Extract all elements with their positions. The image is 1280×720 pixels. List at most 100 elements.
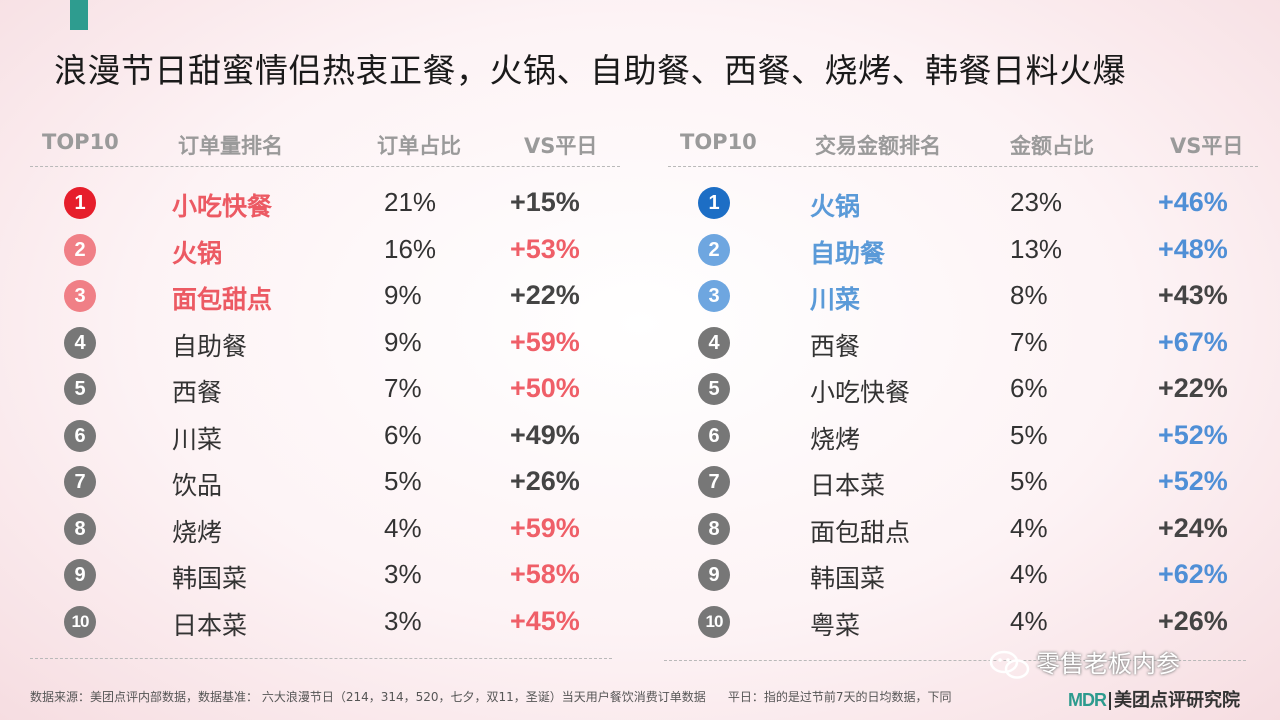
- header-vs: VS平日: [1170, 134, 1244, 158]
- category-name: 小吃快餐: [172, 192, 273, 221]
- footer-note: 数据来源：美团点评内部数据，数据基准： 六大浪漫节日（214，314，520，七…: [30, 688, 951, 705]
- table-header: TOP10 订单量排名 订单占比 VS平日: [30, 122, 620, 166]
- vs-weekday-value: +22%: [1158, 373, 1228, 403]
- rank-badge: 2: [698, 233, 730, 266]
- rank-badge: 5: [64, 373, 96, 405]
- vs-weekday-value: +49%: [510, 419, 580, 450]
- rank-badge: 1: [64, 187, 96, 219]
- amount-ranking-table: TOP10 交易金额排名 金额占比 VS平日 1 火锅 23% +46% 2 自助餐 13%…: [668, 122, 1258, 646]
- table-row: 1 小吃快餐 21% +15%: [30, 181, 620, 228]
- vs-weekday-value: +26%: [510, 466, 580, 496]
- table-row: 3 川菜 8% +43%: [668, 274, 1258, 321]
- rank-badge: 8: [698, 512, 730, 545]
- table-body: 1 火锅 23% +46% 2 自助餐 13% +48% 3 川菜 8% +43% 4 西餐 7% +67% 5…: [668, 167, 1258, 646]
- table-row: 1 火锅 23% +46%: [668, 181, 1258, 228]
- share-value: 4%: [1010, 559, 1048, 589]
- header-name: 订单量排名: [178, 134, 283, 158]
- vs-weekday-value: +48%: [1158, 233, 1228, 264]
- share-value: 4%: [1010, 605, 1048, 636]
- category-name: 火锅: [172, 238, 223, 268]
- share-value: 21%: [384, 187, 437, 217]
- vs-weekday-value: +53%: [510, 233, 580, 264]
- table-row: 4 自助餐 9% +59%: [30, 321, 620, 368]
- category-name: 饮品: [172, 471, 223, 500]
- header-vs: VS平日: [524, 134, 598, 158]
- rank-badge: 4: [698, 326, 730, 359]
- table-row: 3 面包甜点 9% +22%: [30, 274, 620, 321]
- divider: [30, 658, 612, 659]
- rank-badge: 4: [64, 326, 96, 359]
- rank-badge: 3: [64, 280, 96, 312]
- vs-weekday-value: +45%: [510, 605, 580, 636]
- share-value: 7%: [1010, 326, 1048, 357]
- logo-name: 美团点评研究院: [1114, 690, 1240, 711]
- header-share: 订单占比: [377, 134, 461, 158]
- share-value: 6%: [384, 419, 422, 450]
- header-top10: TOP10: [680, 130, 757, 154]
- vs-weekday-value: +52%: [1158, 466, 1228, 496]
- order-ranking-table: TOP10 订单量排名 订单占比 VS平日 1 小吃快餐 21% +15% 2 火锅 16%…: [30, 122, 620, 646]
- category-name: 烧烤: [172, 517, 223, 547]
- category-name: 川菜: [172, 424, 223, 454]
- vs-weekday-value: +46%: [1158, 187, 1228, 217]
- share-value: 6%: [1010, 373, 1048, 403]
- header-share: 金额占比: [1010, 134, 1094, 158]
- divider: [668, 166, 1258, 167]
- rank-badge: 6: [698, 419, 730, 452]
- brand-logo: MDR 美团点评研究院: [1068, 686, 1240, 712]
- share-value: 4%: [384, 512, 422, 543]
- category-name: 韩国菜: [810, 564, 886, 593]
- vs-weekday-value: +26%: [1158, 605, 1228, 636]
- table-row: 6 烧烤 5% +52%: [668, 414, 1258, 461]
- rank-badge: 10: [64, 605, 96, 638]
- watermark: 零售老板内参: [988, 644, 1180, 681]
- table-row: 6 川菜 6% +49%: [30, 414, 620, 461]
- vs-weekday-value: +15%: [510, 187, 580, 217]
- header-top10: TOP10: [42, 130, 119, 154]
- table-row: 9 韩国菜 3% +58%: [30, 553, 620, 600]
- page-title: 浪漫节日甜蜜情侣热衷正餐，火锅、自助餐、西餐、烧烤、韩餐日料火爆: [54, 51, 1126, 90]
- table-row: 2 火锅 16% +53%: [30, 228, 620, 275]
- share-value: 5%: [1010, 419, 1048, 450]
- rank-badge: 8: [64, 512, 96, 545]
- vs-weekday-value: +62%: [1158, 559, 1228, 589]
- table-header: TOP10 交易金额排名 金额占比 VS平日: [668, 122, 1258, 166]
- category-name: 粤菜: [810, 610, 861, 640]
- category-name: 韩国菜: [172, 564, 248, 593]
- share-value: 13%: [1010, 233, 1063, 264]
- divider: [30, 166, 620, 167]
- rank-badge: 3: [698, 280, 730, 312]
- category-name: 日本菜: [172, 610, 248, 640]
- rank-badge: 6: [64, 419, 96, 452]
- category-name: 面包甜点: [172, 285, 273, 314]
- logo-mdr: MDR: [1068, 690, 1107, 710]
- category-name: 自助餐: [172, 331, 248, 361]
- table-row: 7 饮品 5% +26%: [30, 460, 620, 507]
- share-value: 9%: [384, 326, 422, 357]
- category-name: 西餐: [810, 331, 861, 361]
- vs-weekday-value: +50%: [510, 373, 580, 403]
- rank-badge: 9: [698, 559, 730, 591]
- rank-badge: 2: [64, 233, 96, 266]
- rank-badge: 5: [698, 373, 730, 405]
- share-value: 3%: [384, 559, 422, 589]
- table-row: 9 韩国菜 4% +62%: [668, 553, 1258, 600]
- share-value: 7%: [384, 373, 422, 403]
- vs-weekday-value: +43%: [1158, 280, 1228, 310]
- vs-weekday-value: +22%: [510, 280, 580, 310]
- category-name: 火锅: [810, 192, 861, 221]
- logo-separator: [1109, 692, 1111, 710]
- vs-weekday-value: +59%: [510, 326, 580, 357]
- divider: [664, 660, 1246, 661]
- share-value: 16%: [384, 233, 437, 264]
- vs-weekday-value: +52%: [1158, 419, 1228, 450]
- share-value: 3%: [384, 605, 422, 636]
- share-value: 9%: [384, 280, 422, 310]
- rank-badge: 7: [64, 466, 96, 498]
- table-row: 8 烧烤 4% +59%: [30, 507, 620, 554]
- table-row: 10 日本菜 3% +45%: [30, 600, 620, 647]
- watermark-text: 零售老板内参: [1036, 650, 1180, 678]
- share-value: 4%: [1010, 512, 1048, 543]
- table-body: 1 小吃快餐 21% +15% 2 火锅 16% +53% 3 面包甜点 9% +22% 4 自助餐 9% +…: [30, 167, 620, 646]
- accent-bar: [70, 0, 88, 30]
